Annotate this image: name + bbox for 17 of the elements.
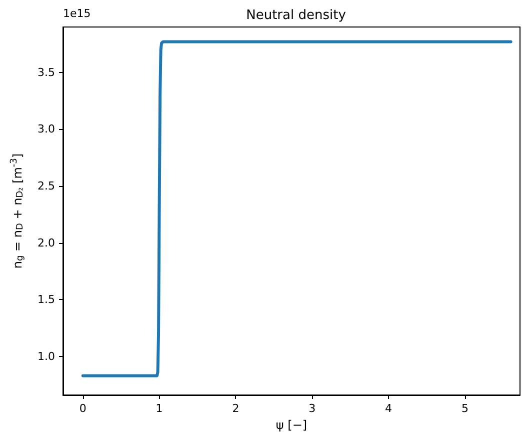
x-tick-label: 0 xyxy=(79,402,86,415)
x-tick-label: 4 xyxy=(385,402,392,415)
y-tick-label: 1.0 xyxy=(38,350,55,363)
text: 1e15 xyxy=(63,7,91,20)
x-tick-label: 1 xyxy=(156,402,163,415)
y-tick-label: 3.0 xyxy=(38,122,55,136)
y-tick-label: 2.5 xyxy=(38,180,55,193)
x-tick-label: 5 xyxy=(461,402,468,415)
text: ng = nD + nD₂ [m-3] xyxy=(10,153,26,269)
x-tick-label: 2 xyxy=(232,402,240,415)
x-axis-title: ψ [−] xyxy=(276,418,308,432)
chart-title: Neutral density xyxy=(246,8,346,23)
y-tick-label: 1.5 xyxy=(38,293,55,306)
y-tick-label: 3.5 xyxy=(38,66,55,79)
x-tick-label: 3 xyxy=(308,402,316,415)
y-tick-label: 2.0 xyxy=(38,236,55,250)
line-series xyxy=(81,40,512,378)
